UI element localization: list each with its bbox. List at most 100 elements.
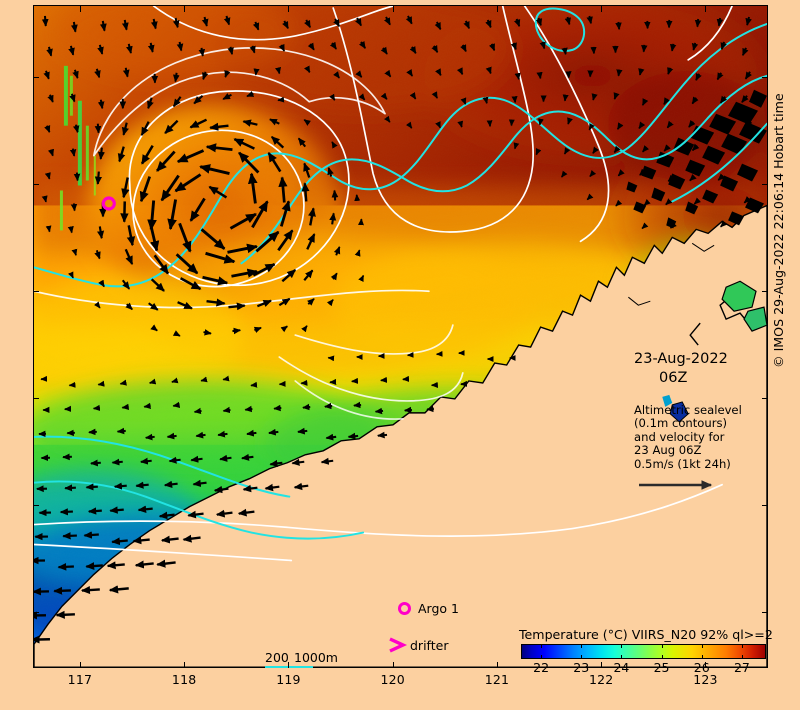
velocity-vector xyxy=(222,92,232,101)
velocity-vector xyxy=(324,402,333,410)
velocity-vector xyxy=(85,562,103,570)
velocity-vector xyxy=(200,376,208,383)
velocity-vector xyxy=(304,19,312,29)
map-plot-area[interactable] xyxy=(33,5,768,668)
velocity-vector xyxy=(638,68,645,76)
velocity-vector xyxy=(156,559,176,568)
velocity-vector xyxy=(224,70,231,78)
velocity-vector xyxy=(513,18,521,28)
velocity-vector xyxy=(297,137,307,148)
velocity-vector xyxy=(716,17,724,27)
velocity-vector xyxy=(326,299,334,307)
velocity-vector xyxy=(246,90,255,98)
velocity-vector xyxy=(94,123,102,134)
velocity-vector xyxy=(358,40,367,49)
velocity-vector xyxy=(108,585,129,594)
velocity-vector xyxy=(535,148,542,156)
velocity-vector xyxy=(147,97,154,110)
velocity-vector xyxy=(374,407,384,415)
velocity-vector xyxy=(273,404,282,412)
velocity-vector xyxy=(333,18,341,28)
velocity-vector xyxy=(320,457,334,465)
velocity-vector xyxy=(149,224,160,252)
velocity-vector xyxy=(280,325,288,333)
velocity-vector xyxy=(383,16,391,26)
y-tick-mark xyxy=(33,290,39,292)
velocity-vector xyxy=(126,225,136,247)
velocity-vector xyxy=(167,199,178,231)
velocity-vector xyxy=(150,18,158,30)
velocity-vector xyxy=(164,119,179,134)
velocity-vector xyxy=(227,46,234,55)
velocity-vector xyxy=(275,66,282,75)
velocity-vector xyxy=(278,297,291,307)
velocity-vector xyxy=(639,168,647,176)
velocity-vector xyxy=(669,43,677,52)
velocity-vector xyxy=(691,42,699,51)
velocity-vector xyxy=(187,510,204,519)
velocity-vector xyxy=(745,16,752,26)
velocity-vector xyxy=(667,67,674,75)
velocity-vector-layer xyxy=(34,15,753,644)
velocity-vector xyxy=(282,20,289,30)
figure-annotation: Altimetric sealevel (0.1m contours) and … xyxy=(634,403,742,471)
velocity-vector xyxy=(431,91,438,99)
colorbar-tick-mark xyxy=(741,644,743,648)
velocity-vector xyxy=(358,274,365,283)
velocity-vector xyxy=(193,407,202,415)
velocity-vector xyxy=(192,479,207,488)
velocity-vector xyxy=(217,430,228,438)
velocity-vector xyxy=(176,41,184,52)
velocity-vector xyxy=(70,21,78,33)
velocity-vector xyxy=(147,42,155,53)
velocity-vector xyxy=(43,70,50,80)
velocity-vector xyxy=(329,41,337,50)
velocity-vector xyxy=(122,67,130,78)
velocity-vector xyxy=(160,535,179,544)
x-tick-mark-top xyxy=(392,6,394,12)
velocity-vector xyxy=(347,432,359,440)
x-tick-label: 120 xyxy=(380,672,405,687)
y-tick-mark xyxy=(33,183,39,185)
velocity-vector xyxy=(403,406,413,414)
velocity-vector xyxy=(172,96,182,108)
velocity-vector xyxy=(253,326,262,333)
colorbar-tick-label: 23 xyxy=(573,660,590,675)
velocity-vector xyxy=(99,20,107,32)
velocity-vector xyxy=(270,135,285,149)
velocity-vector xyxy=(536,71,543,80)
velocity-vector xyxy=(233,137,255,150)
velocity-vector xyxy=(303,269,314,281)
velocity-vector xyxy=(72,124,80,134)
velocity-vector xyxy=(67,225,74,234)
velocity-vector xyxy=(121,122,129,136)
velocity-vector xyxy=(109,506,124,514)
velocity-vector xyxy=(176,149,205,163)
velocity-vector xyxy=(126,43,133,54)
velocity-vector xyxy=(106,561,125,570)
velocity-vector xyxy=(55,610,75,619)
figure-date-title: 23-Aug-2022 xyxy=(634,351,728,367)
velocity-vector xyxy=(297,427,308,435)
velocity-vector xyxy=(615,199,623,207)
velocity-vector xyxy=(561,47,568,56)
velocity-vector xyxy=(199,164,230,175)
velocity-vector xyxy=(68,45,75,56)
velocity-vector xyxy=(47,94,54,103)
velocity-vector xyxy=(237,508,255,517)
velocity-vector xyxy=(153,254,170,275)
velocity-vector xyxy=(384,69,392,78)
velocity-vector xyxy=(303,119,311,126)
velocity-vector xyxy=(252,21,260,31)
velocity-vector xyxy=(41,15,49,27)
velocity-vector xyxy=(228,302,246,311)
velocity-vector xyxy=(615,21,622,31)
velocity-vector xyxy=(567,117,573,125)
velocity-vector xyxy=(85,483,98,491)
velocity-vector xyxy=(586,15,593,25)
velocity-vector xyxy=(431,45,439,53)
x-tick-mark-top xyxy=(184,6,186,12)
velocity-vector xyxy=(71,248,78,256)
velocity-vector xyxy=(219,454,232,462)
